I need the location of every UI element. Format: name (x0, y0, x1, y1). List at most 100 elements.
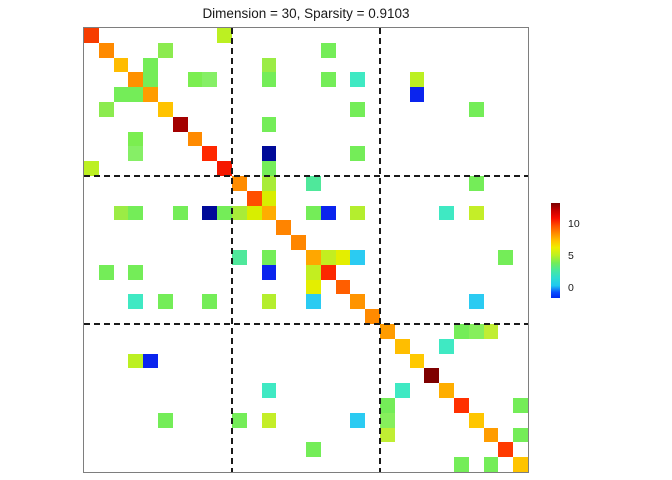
matrix-cell (158, 102, 173, 117)
matrix-cell (380, 427, 395, 443)
matrix-cell (454, 457, 469, 472)
matrix-cell (128, 353, 144, 369)
matrix-cell (84, 28, 99, 43)
block-dividers-layer (84, 28, 528, 472)
matrix-cell (84, 161, 99, 176)
colorbar-tick-label: 5 (568, 249, 574, 262)
matrix-cell (98, 264, 114, 280)
matrix-cell (380, 398, 395, 413)
matrix-cell (187, 131, 203, 147)
matrix-cell (113, 57, 129, 73)
matrix-cell (158, 412, 173, 428)
matrix-cells-layer (84, 28, 528, 472)
colorbar-tick-label: 0 (568, 281, 574, 294)
matrix-cell (468, 324, 484, 339)
matrix-cell (320, 264, 336, 280)
matrix-cell (128, 205, 144, 221)
matrix-cell (513, 457, 528, 472)
matrix-cell (409, 72, 425, 88)
matrix-cell (483, 324, 499, 339)
matrix-cell (261, 383, 277, 398)
matrix-cell (320, 250, 336, 265)
matrix-cell (158, 294, 173, 310)
matrix-cell (261, 205, 277, 221)
matrix-cell (261, 412, 277, 428)
matrix-cell (468, 294, 484, 310)
matrix-cell (261, 250, 277, 265)
matrix-cell (380, 412, 395, 428)
matrix-cell (172, 205, 188, 221)
matrix-cell (98, 42, 114, 58)
matrix-cell (513, 398, 528, 413)
matrix-cell (98, 102, 114, 117)
block-divider-horizontal (84, 175, 528, 177)
matrix-cell (498, 250, 514, 265)
matrix-cell (306, 176, 321, 191)
matrix-cell (217, 205, 232, 221)
matrix-cell (350, 250, 366, 265)
matrix-cell (454, 398, 469, 413)
matrix-cell (394, 383, 410, 398)
matrix-cell (172, 116, 188, 132)
colorbar (551, 203, 560, 298)
block-divider-horizontal (84, 323, 528, 325)
matrix-cell (232, 205, 247, 221)
matrix-cell (350, 72, 366, 88)
matrix-cell (261, 264, 277, 280)
matrix-cell (439, 205, 454, 221)
matrix-cell (306, 264, 321, 280)
matrix-cell (246, 190, 262, 206)
matrix-cell (143, 353, 158, 369)
plot-title: Dimension = 30, Sparsity = 0.9103 (202, 6, 410, 21)
matrix-cell (306, 279, 321, 295)
matrix-cell (350, 294, 366, 310)
matrix-cell (424, 368, 440, 384)
matrix-cell (261, 161, 277, 176)
matrix-cell (454, 324, 469, 339)
matrix-cell (291, 235, 306, 250)
matrix-cell (143, 72, 158, 88)
colorbar-tick-label: 10 (568, 218, 580, 231)
matrix-cell (202, 205, 218, 221)
matrix-cell (261, 190, 277, 206)
matrix-cell (128, 146, 144, 162)
matrix-cell (409, 87, 425, 102)
matrix-cell (335, 250, 351, 265)
matrix-cell (306, 294, 321, 310)
matrix-cell (202, 146, 218, 162)
matrix-cell (128, 87, 144, 102)
matrix-cell (468, 102, 484, 117)
matrix-cell (394, 338, 410, 354)
matrix-cell (261, 72, 277, 88)
matrix-cell (187, 72, 203, 88)
matrix-cell (468, 412, 484, 428)
matrix-cell (320, 72, 336, 88)
matrix-cell (350, 102, 366, 117)
matrix-cell (217, 28, 232, 43)
matrix-cell (483, 457, 499, 472)
block-divider-vertical (379, 28, 381, 472)
matrix-cell (439, 338, 454, 354)
matrix-cell (202, 72, 218, 88)
matrix-cell (380, 324, 395, 339)
matrix-cell (217, 161, 232, 176)
matrix-cell (468, 176, 484, 191)
matrix-cell (276, 220, 292, 236)
matrix-cell (128, 131, 144, 147)
matrix-cell (306, 442, 321, 458)
matrix-cell (320, 205, 336, 221)
matrix-cell (409, 353, 425, 369)
matrix-cell (232, 412, 247, 428)
matrix-cell (128, 294, 144, 310)
matrix-cell (261, 294, 277, 310)
matrix-cell (232, 250, 247, 265)
matrix-cell (202, 294, 218, 310)
matrix-cell (113, 87, 129, 102)
matrix-cell (128, 264, 144, 280)
matrix-cell (261, 57, 277, 73)
block-divider-vertical (231, 28, 233, 472)
matrix-cell (365, 309, 380, 324)
matrix-cell (158, 42, 173, 58)
matrix-cell (143, 87, 158, 102)
matrix-cell (128, 72, 144, 88)
